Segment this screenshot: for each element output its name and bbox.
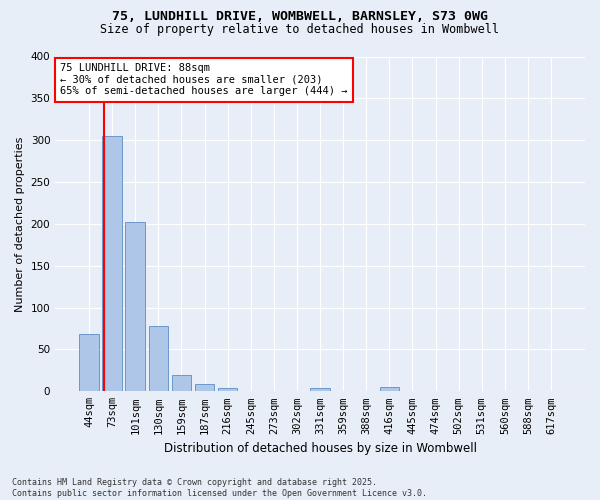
- Bar: [380, 387, 399, 392]
- Bar: [149, 326, 168, 392]
- Text: Size of property relative to detached houses in Wombwell: Size of property relative to detached ho…: [101, 22, 499, 36]
- Bar: [172, 374, 191, 392]
- Y-axis label: Number of detached properties: Number of detached properties: [15, 136, 25, 312]
- Text: 75, LUNDHILL DRIVE, WOMBWELL, BARNSLEY, S73 0WG: 75, LUNDHILL DRIVE, WOMBWELL, BARNSLEY, …: [112, 10, 488, 23]
- Bar: [310, 388, 330, 392]
- Text: 75 LUNDHILL DRIVE: 88sqm
← 30% of detached houses are smaller (203)
65% of semi-: 75 LUNDHILL DRIVE: 88sqm ← 30% of detach…: [61, 63, 348, 96]
- Bar: [125, 222, 145, 392]
- Bar: [103, 136, 122, 392]
- Text: Contains HM Land Registry data © Crown copyright and database right 2025.
Contai: Contains HM Land Registry data © Crown c…: [12, 478, 427, 498]
- Bar: [218, 388, 238, 392]
- Bar: [79, 334, 99, 392]
- Bar: [195, 384, 214, 392]
- X-axis label: Distribution of detached houses by size in Wombwell: Distribution of detached houses by size …: [164, 442, 476, 455]
